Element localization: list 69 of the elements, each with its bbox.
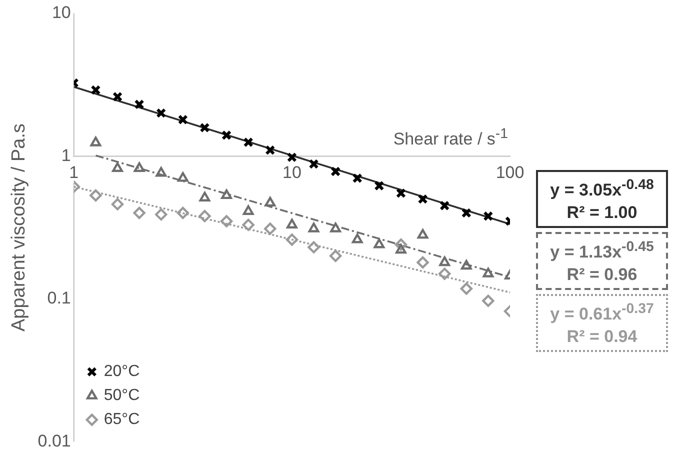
point <box>308 158 319 170</box>
point <box>221 130 232 140</box>
y-tick-label: 0.1 <box>47 288 71 308</box>
point <box>133 206 146 220</box>
point <box>242 218 254 231</box>
x-axis-title: Shear rate / s$^{-1}$ <box>393 126 508 150</box>
point <box>460 282 472 295</box>
point <box>155 208 168 221</box>
point <box>396 244 406 254</box>
point <box>200 122 210 133</box>
point <box>460 260 472 270</box>
point <box>176 206 190 220</box>
point <box>352 173 362 184</box>
y-tick-label: 10 <box>52 2 71 22</box>
point <box>265 145 276 156</box>
point <box>330 222 341 232</box>
point <box>156 108 166 118</box>
point <box>440 200 450 211</box>
point <box>461 208 472 218</box>
point <box>264 196 276 207</box>
point <box>308 222 320 232</box>
point <box>177 172 188 182</box>
point <box>178 114 188 125</box>
y-tick-label: 1 <box>61 146 71 165</box>
point <box>438 268 451 280</box>
legend-label: 65°C <box>104 411 140 428</box>
legend-label: 20°C <box>104 363 140 380</box>
y-axis-title: Apparent viscosity / Pa.s <box>8 123 30 332</box>
equation-box: y = 0.61x$^{-0.37}$ R² = 0.94 <box>536 294 668 352</box>
y-tick-label: 0.01 <box>38 431 71 450</box>
point <box>264 222 276 235</box>
point <box>242 205 254 215</box>
equation-box: y = 3.05x$^{-0.48}$ R² = 1.00 <box>536 170 668 228</box>
point <box>483 211 494 222</box>
point <box>156 166 167 177</box>
point <box>243 137 254 148</box>
point <box>134 99 144 110</box>
point <box>416 256 429 269</box>
point <box>482 268 494 278</box>
point <box>112 162 123 172</box>
point <box>90 84 101 96</box>
point <box>352 234 363 244</box>
point <box>482 294 494 307</box>
equation-box: y = 1.13x$^{-0.45}$ R² = 0.96 <box>536 232 668 290</box>
point <box>286 152 297 162</box>
point <box>418 194 428 204</box>
point <box>374 238 385 248</box>
point <box>286 218 298 228</box>
point <box>374 180 384 191</box>
point <box>396 188 406 198</box>
point <box>198 210 211 222</box>
point <box>286 234 298 246</box>
point <box>112 92 123 102</box>
x-tick-label: 100 <box>496 162 524 182</box>
point <box>394 238 408 251</box>
point <box>90 189 102 202</box>
point <box>111 198 124 210</box>
point <box>221 189 232 200</box>
point <box>330 166 341 177</box>
point <box>417 228 428 239</box>
point <box>308 241 320 254</box>
x-tick-label: 10 <box>282 162 302 182</box>
legend-label: 50°C <box>104 387 140 404</box>
point <box>134 162 145 172</box>
point <box>439 256 450 266</box>
point <box>220 215 233 228</box>
point <box>329 250 342 262</box>
point <box>199 192 210 202</box>
point <box>90 136 102 146</box>
